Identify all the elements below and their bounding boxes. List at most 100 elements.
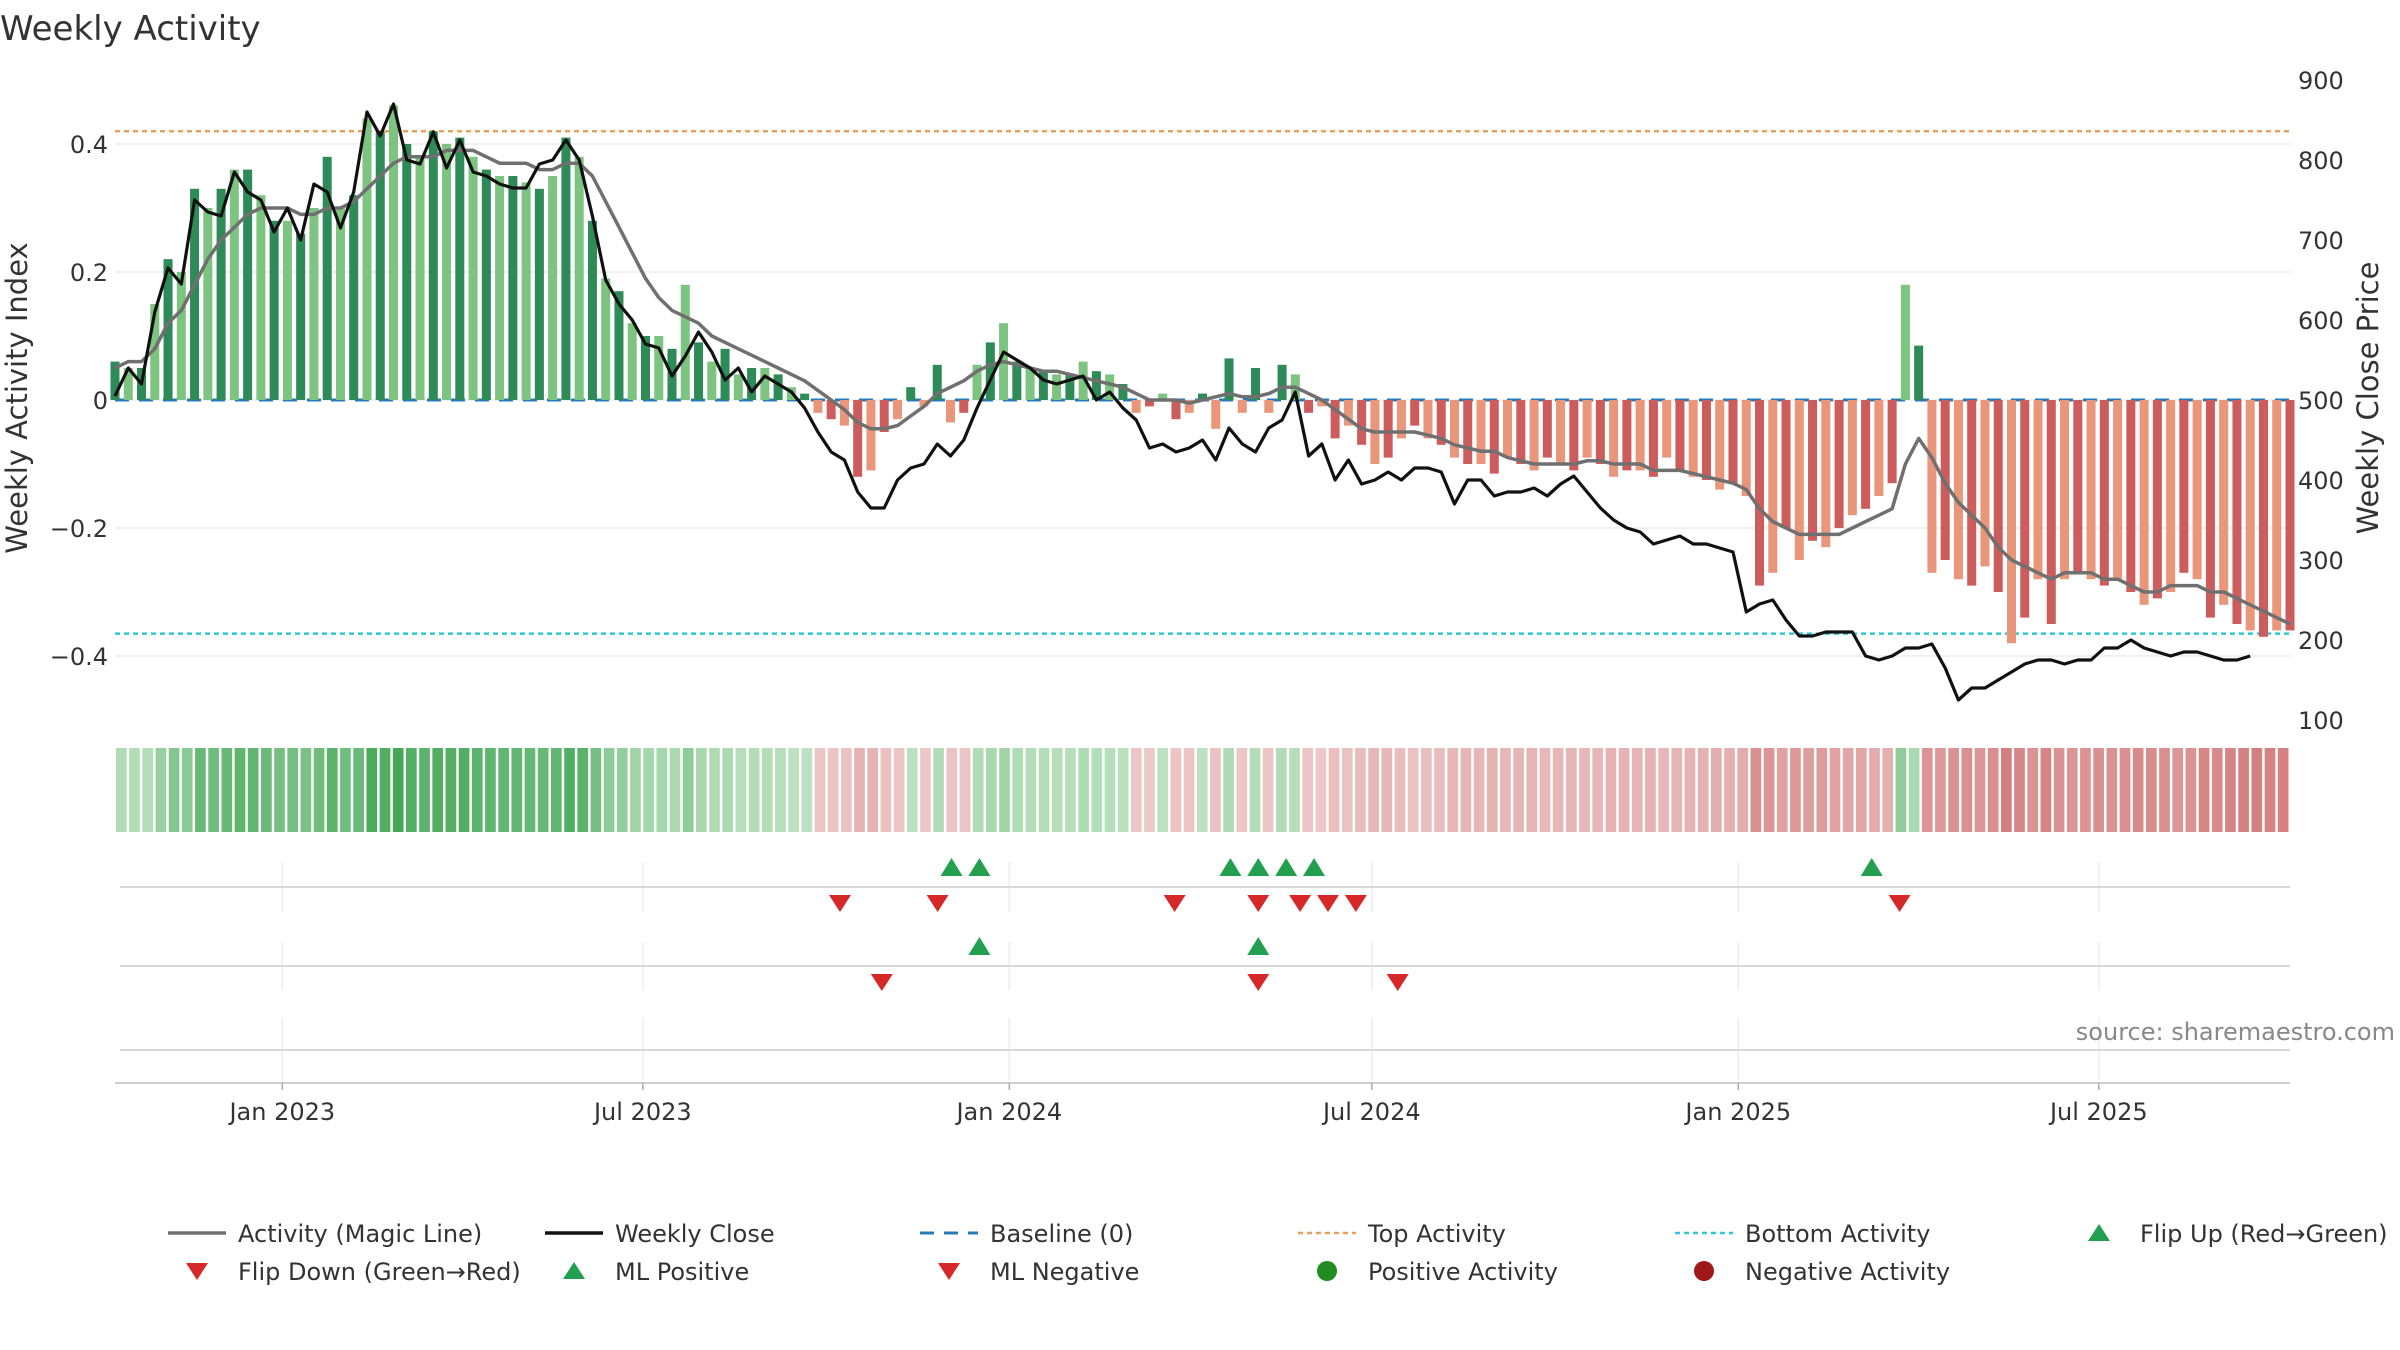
y2-tick-label: 700 — [2298, 227, 2344, 255]
activity-bar — [919, 400, 929, 407]
activity-bar — [1953, 400, 1963, 580]
activity-bar — [1993, 400, 2003, 592]
down-marker — [870, 974, 893, 991]
legend-swatch — [1317, 1261, 1337, 1281]
strip-cell — [432, 748, 444, 832]
strip-cell — [2277, 748, 2289, 832]
strip-cell — [986, 748, 997, 832]
up-marker — [1247, 937, 1270, 955]
up-marker — [1303, 858, 1326, 876]
strip-cell — [1974, 748, 1986, 832]
activity-bar — [1542, 400, 1552, 458]
strip-cell — [1552, 748, 1564, 832]
legend-label: Activity (Magic Line) — [238, 1220, 482, 1248]
activity-bar — [1211, 400, 1221, 429]
y2-axis-ticks: 900 800 700 600 500 400 300 200 100 — [2298, 67, 2344, 735]
strip-cell — [1526, 748, 1538, 832]
strip-cell — [999, 748, 1010, 832]
down-marker — [1344, 895, 1367, 912]
activity-bar — [1874, 400, 1884, 496]
strip-cell — [1104, 748, 1116, 832]
strip-cell — [1961, 748, 1973, 832]
activity-bar — [442, 144, 452, 400]
activity-bar — [1794, 400, 1804, 560]
activity-bar — [296, 233, 306, 400]
strip-cell — [959, 748, 971, 832]
activity-bar — [1569, 400, 1579, 471]
activity-bar — [826, 400, 836, 420]
y2-axis-label: Weekly Close Price — [2351, 262, 2385, 535]
activity-bar — [1184, 400, 1194, 413]
activity-bar — [1887, 400, 1897, 484]
legend-label: ML Positive — [615, 1258, 749, 1286]
strip-cell — [933, 748, 944, 832]
strip-cell — [1249, 748, 1261, 832]
strip-cell — [326, 748, 338, 832]
strip-cell — [458, 748, 470, 832]
strip-cell — [2093, 748, 2104, 832]
up-marker — [1219, 858, 1242, 876]
activity-bar — [839, 400, 849, 426]
strip-cell — [2146, 748, 2157, 832]
activity-bar — [1980, 400, 1990, 567]
strip-cell — [867, 748, 879, 832]
activity-bar — [1343, 400, 1353, 426]
activity-bar — [932, 364, 942, 400]
strip-cell — [2238, 748, 2249, 832]
strip-cell — [880, 748, 892, 832]
activity-bar — [1224, 358, 1234, 400]
activity-bar — [1648, 400, 1658, 477]
strip-cell — [775, 748, 786, 832]
strip-cell — [1697, 748, 1709, 832]
activity-bar — [2152, 400, 2162, 599]
legend-swatch — [1694, 1261, 1714, 1281]
activity-bar — [1410, 400, 1420, 426]
activity-bar — [2006, 400, 2017, 644]
strip-cell — [1381, 748, 1393, 832]
activity-bar — [946, 400, 956, 423]
strip-cell — [1684, 748, 1696, 832]
activity-bar — [2086, 400, 2096, 580]
x-tick-label: Jul 2024 — [1321, 1098, 1421, 1126]
activity-bar — [216, 188, 226, 400]
strip-cell — [1908, 748, 1920, 832]
strip-cell — [1803, 748, 1814, 832]
strip-cell — [893, 748, 905, 832]
activity-bar — [1171, 400, 1181, 420]
strip-cell — [1921, 748, 1933, 832]
strip-cell — [972, 748, 984, 832]
activity-bar — [2205, 400, 2215, 618]
activity-bar — [1105, 374, 1115, 400]
strip-cell — [2159, 748, 2170, 832]
y2-tick-label: 200 — [2298, 627, 2344, 655]
strip-cell — [1170, 748, 1182, 832]
strip-cell — [841, 748, 852, 832]
activity-bar — [2033, 400, 2043, 580]
strip-cell — [1407, 748, 1419, 832]
activity-bar — [468, 156, 478, 400]
strip-cell — [2040, 748, 2052, 832]
activity-bar — [150, 304, 160, 400]
activity-bar — [455, 137, 465, 400]
strip-cell — [1790, 748, 1801, 832]
up-marker — [1275, 858, 1298, 876]
activity-bar — [800, 393, 810, 400]
ml-marker-panel — [120, 937, 2290, 991]
strip-cell — [1513, 748, 1524, 832]
activity-bar — [707, 361, 717, 400]
strip-cell — [247, 748, 259, 832]
activity-bar — [481, 169, 491, 400]
activity-bar — [1781, 400, 1791, 528]
y-tick-label: 0.4 — [70, 131, 108, 159]
activity-bar — [349, 195, 359, 400]
strip-cell — [274, 748, 285, 832]
strip-cell — [1460, 748, 1472, 832]
activity-bar — [1635, 400, 1645, 471]
y2-tick-label: 800 — [2298, 147, 2344, 175]
strip-cell — [537, 748, 549, 832]
strip-cell — [1829, 748, 1841, 832]
activity-bar — [1821, 400, 1831, 548]
activity-bar — [2126, 400, 2136, 592]
strip-cell — [1711, 748, 1722, 832]
series-lines — [113, 102, 2291, 702]
